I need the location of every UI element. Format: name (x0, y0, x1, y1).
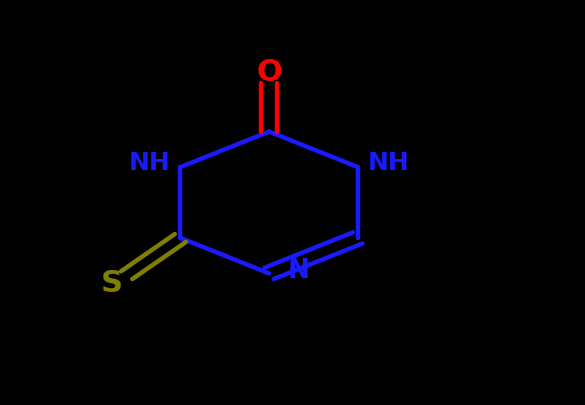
Text: NH: NH (129, 151, 171, 175)
Text: N: N (287, 258, 309, 284)
Text: O: O (256, 58, 282, 87)
Text: NH: NH (367, 151, 409, 175)
Text: S: S (101, 269, 123, 298)
